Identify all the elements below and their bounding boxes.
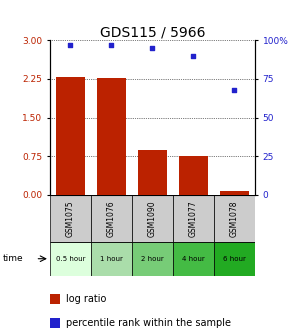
Bar <box>91 195 132 242</box>
Text: 4 hour: 4 hour <box>182 256 205 262</box>
Bar <box>179 156 208 195</box>
Title: GDS115 / 5966: GDS115 / 5966 <box>100 25 205 39</box>
Bar <box>132 195 173 242</box>
Bar <box>50 195 91 242</box>
Text: GSM1077: GSM1077 <box>189 200 198 237</box>
Bar <box>132 242 173 276</box>
Bar <box>214 195 255 242</box>
Text: 0.5 hour: 0.5 hour <box>56 256 85 262</box>
Text: GSM1075: GSM1075 <box>66 200 75 237</box>
Bar <box>173 242 214 276</box>
Text: GSM1078: GSM1078 <box>230 200 239 237</box>
Bar <box>220 191 249 195</box>
Bar <box>173 195 214 242</box>
Point <box>109 42 114 48</box>
Point <box>191 53 196 58</box>
Bar <box>214 242 255 276</box>
Text: time: time <box>3 254 23 263</box>
Text: 2 hour: 2 hour <box>141 256 164 262</box>
Bar <box>50 242 91 276</box>
Point <box>150 45 155 51</box>
Point <box>232 87 237 92</box>
Text: 1 hour: 1 hour <box>100 256 123 262</box>
Text: GSM1090: GSM1090 <box>148 200 157 237</box>
Text: GSM1076: GSM1076 <box>107 200 116 237</box>
Bar <box>91 242 132 276</box>
Bar <box>138 150 167 195</box>
Text: 6 hour: 6 hour <box>223 256 246 262</box>
Point <box>68 42 73 48</box>
Bar <box>56 77 85 195</box>
Text: log ratio: log ratio <box>66 294 106 304</box>
Text: percentile rank within the sample: percentile rank within the sample <box>66 318 231 328</box>
Bar <box>97 78 126 195</box>
